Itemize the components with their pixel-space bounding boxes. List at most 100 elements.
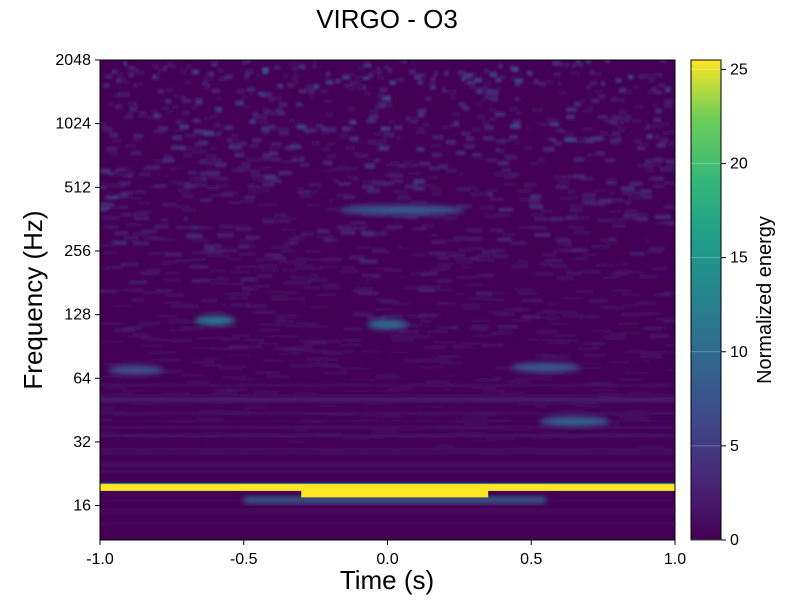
noise-cell bbox=[165, 98, 171, 104]
noise-cell bbox=[439, 354, 462, 358]
noise-cell bbox=[649, 228, 663, 233]
noise-cell bbox=[246, 317, 268, 321]
noise-cell bbox=[569, 91, 577, 96]
noise-cell bbox=[639, 275, 658, 279]
noise-cell bbox=[575, 190, 587, 195]
noise-cell bbox=[158, 67, 166, 73]
noise-cell bbox=[155, 73, 161, 79]
noise-cell bbox=[390, 113, 399, 118]
noise-cell bbox=[182, 320, 202, 324]
noise-cell bbox=[262, 359, 286, 363]
noise-cell bbox=[269, 330, 290, 334]
noise-cell bbox=[633, 139, 642, 144]
noise-cell bbox=[160, 370, 183, 373]
noise-cell bbox=[476, 430, 501, 433]
noise-cell bbox=[424, 357, 448, 361]
noise-cell bbox=[631, 405, 658, 408]
noise-cell bbox=[286, 390, 310, 394]
noise-cell bbox=[314, 422, 342, 425]
noise-cell bbox=[326, 192, 337, 197]
noise-cell bbox=[131, 340, 155, 343]
noise-cell bbox=[100, 336, 117, 340]
noise-cell bbox=[474, 191, 487, 196]
noise-cell bbox=[622, 416, 650, 420]
noise-cell bbox=[226, 138, 235, 143]
noise-cell bbox=[532, 108, 539, 113]
noise-cell bbox=[161, 260, 178, 264]
noise-cell bbox=[143, 189, 158, 194]
noise-cell bbox=[391, 339, 415, 342]
noise-cell bbox=[563, 361, 586, 364]
noise-cell bbox=[622, 190, 636, 195]
noise-cell bbox=[203, 115, 212, 121]
noise-cell bbox=[153, 113, 163, 118]
energy-blob bbox=[367, 319, 408, 330]
noise-cell bbox=[539, 336, 561, 340]
noise-cell bbox=[168, 282, 186, 287]
noise-cell bbox=[607, 71, 615, 77]
noise-cell bbox=[579, 99, 585, 104]
noise-cell bbox=[291, 66, 298, 72]
noise-cell bbox=[275, 108, 283, 114]
noise-cell bbox=[378, 421, 406, 424]
noise-cell bbox=[320, 132, 331, 138]
noise-cell bbox=[461, 360, 485, 363]
noise-cell bbox=[389, 161, 400, 166]
noise-cell bbox=[572, 161, 583, 166]
noise-cell bbox=[346, 345, 366, 349]
noise-cell bbox=[318, 163, 328, 168]
noise-cell bbox=[545, 211, 560, 216]
colorbar-tick-label: 20 bbox=[730, 156, 748, 173]
noise-cell bbox=[394, 395, 419, 398]
noise-cell bbox=[356, 61, 361, 67]
noise-cell bbox=[353, 141, 364, 146]
noise-cell bbox=[262, 182, 274, 187]
noise-cell bbox=[116, 170, 128, 175]
noise-cell bbox=[274, 201, 287, 206]
noise-cell bbox=[221, 414, 245, 417]
noise-cell bbox=[339, 245, 357, 250]
noise-cell bbox=[484, 395, 510, 399]
noise-cell bbox=[191, 413, 215, 416]
noise-cell bbox=[113, 298, 133, 302]
noise-cell bbox=[210, 194, 223, 198]
noise-cell bbox=[575, 289, 595, 293]
noise-cell bbox=[228, 345, 249, 349]
noise-cell bbox=[338, 182, 352, 187]
noise-cell bbox=[632, 84, 640, 90]
noise-cell bbox=[494, 367, 516, 370]
noise-cell bbox=[120, 421, 146, 424]
noise-cell bbox=[234, 224, 250, 229]
noise-cell bbox=[130, 151, 142, 156]
noise-cell bbox=[600, 81, 606, 87]
noise-cell bbox=[339, 270, 359, 274]
noise-cell bbox=[217, 176, 229, 181]
noise-cell bbox=[186, 170, 198, 175]
noise-cell bbox=[540, 266, 556, 270]
noise-cell bbox=[268, 323, 290, 327]
noise-cell bbox=[213, 132, 222, 137]
noise-cell bbox=[605, 241, 620, 246]
noise-cell bbox=[295, 264, 314, 268]
noise-cell bbox=[588, 320, 610, 324]
noise-cell bbox=[665, 126, 675, 131]
noise-cell bbox=[633, 159, 646, 164]
noise-cell bbox=[307, 328, 327, 332]
noise-cell bbox=[467, 355, 489, 359]
noise-cell bbox=[533, 79, 539, 84]
noise-cell bbox=[202, 310, 223, 314]
noise-cell bbox=[428, 174, 443, 179]
noise-cell bbox=[111, 439, 138, 442]
noise-cell bbox=[500, 191, 512, 196]
noise-cell bbox=[100, 418, 113, 421]
noise-cell bbox=[434, 168, 446, 173]
noise-cell bbox=[456, 187, 471, 192]
noise-cell bbox=[250, 184, 261, 189]
y-tick-label: 256 bbox=[64, 243, 91, 260]
noise-cell bbox=[278, 127, 289, 132]
noise-cell bbox=[315, 359, 338, 363]
noise-cell bbox=[646, 346, 668, 350]
noise-cell bbox=[217, 301, 235, 305]
noise-cell bbox=[620, 293, 641, 297]
noise-cell bbox=[398, 330, 419, 334]
